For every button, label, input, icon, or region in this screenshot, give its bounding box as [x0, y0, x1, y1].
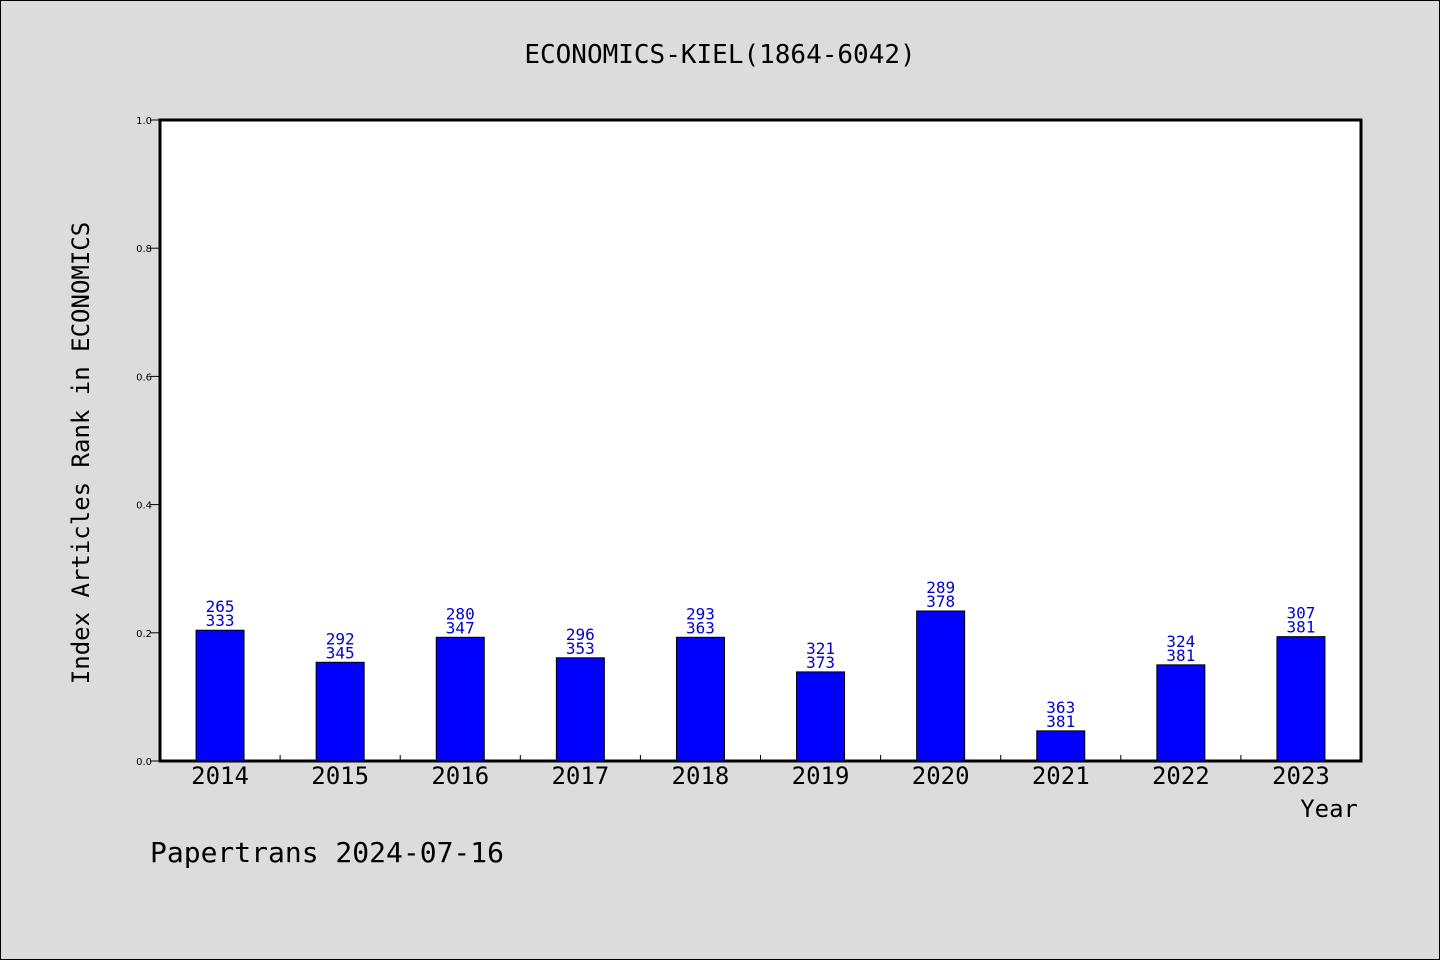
bar [1276, 636, 1326, 762]
x-tick-label: 2016 [431, 762, 489, 790]
y-tick-label: 0.4 [136, 501, 152, 512]
bar-label-top: 296 [566, 625, 595, 644]
footer-credit: Papertrans 2024-07-16 [150, 836, 504, 869]
x-tick-label: 2019 [792, 762, 850, 790]
y-tick-label: 1.0 [136, 116, 152, 127]
y-tick-label: 0.6 [136, 372, 152, 383]
bar [916, 610, 966, 762]
bar [195, 629, 245, 762]
bar [1036, 730, 1086, 762]
bar-label-bottom: 381 [1286, 618, 1315, 637]
bar-label-bottom: 363 [686, 618, 715, 637]
plot-area [158, 118, 1363, 763]
y-axis-label: Index Articles Rank in ECONOMICS [67, 222, 95, 684]
bar-label-bottom: 381 [1046, 712, 1075, 731]
bar-label-top: 293 [686, 604, 715, 623]
x-tick-label: 2015 [311, 762, 369, 790]
x-tick-label: 2020 [912, 762, 970, 790]
bar-label-bottom: 353 [566, 639, 595, 658]
bar [435, 636, 485, 762]
chart-title: ECONOMICS-KIEL(1864-6042) [524, 40, 915, 70]
bar-label-bottom: 345 [326, 643, 355, 662]
bar-label-top: 324 [1166, 632, 1195, 651]
bar [555, 657, 605, 762]
x-tick-label: 2014 [191, 762, 249, 790]
bar-label-top: 321 [806, 639, 835, 658]
x-axis: 2014 2015 2016 2017 2018 2019 2020 2021 2022 2023 [191, 755, 1330, 790]
x-tick-label: 2022 [1152, 762, 1210, 790]
bar-label-top: 363 [1046, 698, 1075, 717]
bar-label-bottom: 333 [206, 611, 235, 630]
bar-label-top: 265 [206, 597, 235, 616]
bars [195, 610, 1326, 762]
y-tick-label: 0.8 [136, 244, 152, 255]
bar-label-top: 292 [326, 629, 355, 648]
x-tick-label: 2018 [672, 762, 730, 790]
y-tick-label: 0.0 [136, 757, 152, 768]
bar [315, 661, 365, 762]
x-tick-label: 2017 [551, 762, 609, 790]
bar [796, 671, 846, 762]
bar [675, 636, 725, 762]
bar-label-top: 289 [926, 578, 955, 597]
bar [1156, 664, 1206, 762]
x-axis-label: Year [1300, 795, 1358, 823]
x-tick-label: 2023 [1272, 762, 1330, 790]
x-tick-label: 2021 [1032, 762, 1090, 790]
bar-label-bottom: 381 [1166, 646, 1195, 665]
bar-label-bottom: 373 [806, 653, 835, 672]
bar-label-bottom: 378 [926, 592, 955, 611]
y-tick-label: 0.2 [136, 629, 152, 640]
bar-label-top: 280 [446, 604, 475, 623]
bar-label-top: 307 [1286, 604, 1315, 623]
bar-label-bottom: 347 [446, 618, 475, 637]
y-axis: 0.0 0.2 0.4 0.6 0.8 1.0 [136, 116, 160, 768]
